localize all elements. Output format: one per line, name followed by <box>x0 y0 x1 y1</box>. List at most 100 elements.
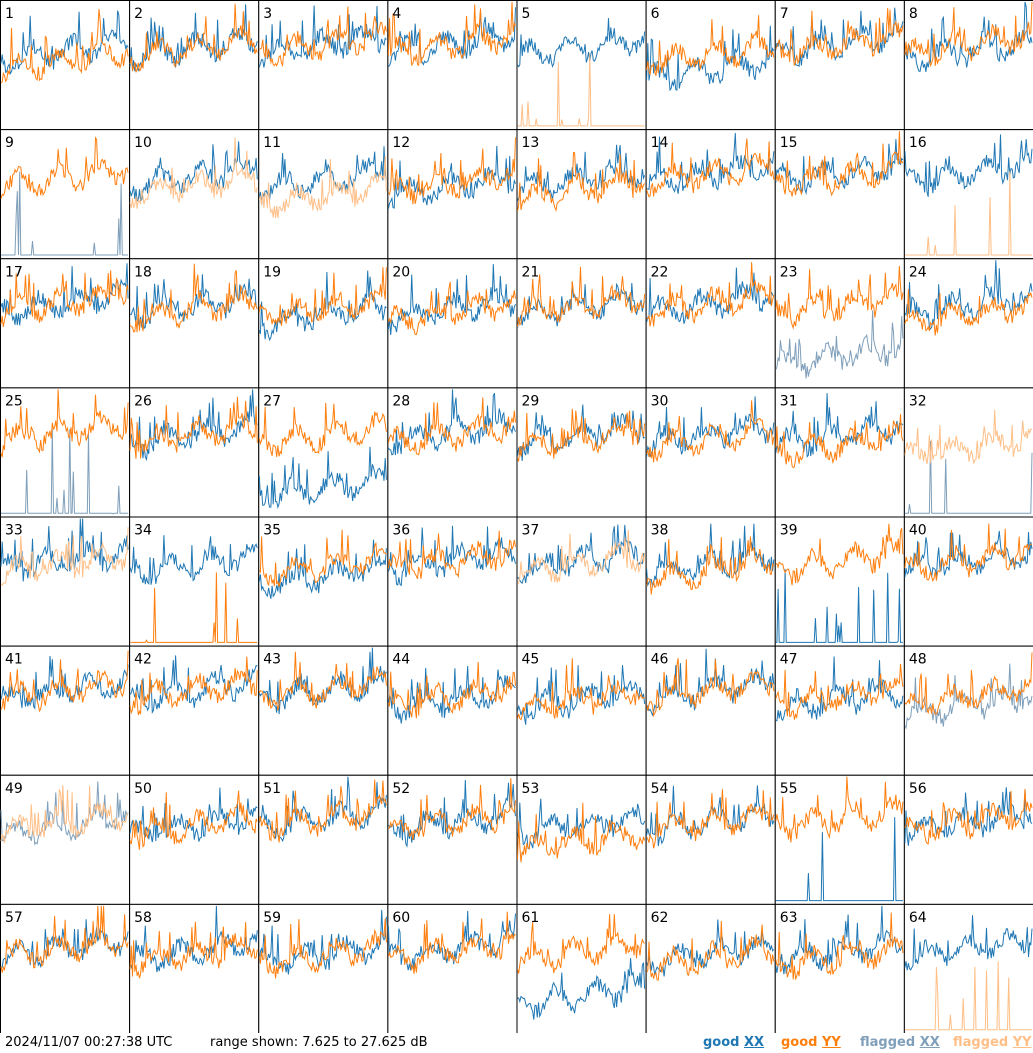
panel-frame <box>387 0 518 131</box>
panel-25: 25 <box>0 387 131 518</box>
panel-frame <box>516 258 647 389</box>
panel-number: 44 <box>392 652 410 668</box>
series-yy <box>775 776 904 843</box>
panel-20: 20 <box>387 258 518 389</box>
panel-number: 40 <box>909 523 927 539</box>
series-yy <box>0 905 129 973</box>
series-yy <box>0 270 129 327</box>
panel-number: 50 <box>134 781 152 797</box>
series-yy <box>517 408 646 462</box>
panel-55: 55 <box>774 774 905 905</box>
series-xx <box>517 18 646 68</box>
panel-number: 35 <box>263 523 281 539</box>
panel-number: 54 <box>651 781 669 797</box>
panel-17: 17 <box>0 258 131 389</box>
panel-36: 36 <box>387 516 518 647</box>
panel-32: 32 <box>903 387 1033 518</box>
series-yy <box>775 131 904 197</box>
series-xx <box>775 817 903 902</box>
panel-frame <box>516 387 647 518</box>
series-xx <box>258 146 387 206</box>
legend-flagged-xx-label: flagged <box>860 1035 916 1050</box>
panel-4: 4 <box>387 0 518 131</box>
panel-frame <box>516 903 647 1033</box>
series-yy <box>646 138 775 198</box>
series-yy <box>388 778 516 841</box>
panel-number: 3 <box>263 6 272 22</box>
panel-number: 18 <box>134 264 152 280</box>
series-yy <box>387 911 516 974</box>
panel-number: 10 <box>134 135 152 151</box>
series-xx <box>646 919 775 977</box>
series-yy <box>646 262 775 327</box>
series-xx <box>258 909 387 975</box>
panel-37: 37 <box>516 516 647 647</box>
panel-frame <box>774 645 905 776</box>
panel-number: 39 <box>780 523 798 539</box>
series-yy <box>258 402 387 457</box>
series-yy <box>387 530 516 579</box>
panel-22: 22 <box>645 258 776 389</box>
panel-52: 52 <box>387 774 518 905</box>
panel-number: 48 <box>909 652 927 668</box>
panel-number: 9 <box>5 135 14 151</box>
panel-23: 23 <box>774 258 905 389</box>
panel-13: 13 <box>516 129 647 260</box>
panel-number: 26 <box>134 393 152 409</box>
series-yy <box>775 523 904 586</box>
series-yy <box>775 7 904 66</box>
panel-number: 32 <box>909 393 927 409</box>
panel-49: 49 <box>0 774 131 905</box>
series-yy <box>0 389 129 458</box>
panel-frame <box>645 129 776 260</box>
series-xx <box>517 281 646 329</box>
series-yy <box>387 281 516 336</box>
series-xx <box>517 798 646 850</box>
panel-number: 63 <box>780 910 798 926</box>
panel-number: 58 <box>134 910 152 926</box>
panel-frame <box>0 516 131 647</box>
series-yy <box>0 527 129 586</box>
panel-frame <box>903 129 1033 260</box>
panel-number: 19 <box>263 264 281 280</box>
legend-flagged-xx-pol: XX <box>919 1035 940 1050</box>
panel-34: 34 <box>129 516 260 647</box>
legend-flagged-xx: flagged XX <box>860 1035 940 1051</box>
series-xx <box>129 787 258 843</box>
series-xx <box>1 171 129 256</box>
series-yy <box>517 151 646 212</box>
series-yy <box>517 53 645 127</box>
range-label: range shown: 7.625 to 27.625 dB <box>210 1035 428 1050</box>
series-xx <box>646 132 775 194</box>
series-xx <box>517 665 646 725</box>
panel-59: 59 <box>258 903 389 1033</box>
series-xx <box>0 263 129 326</box>
panel-frame <box>645 0 776 131</box>
legend-good-yy: good YY <box>781 1035 841 1051</box>
panel-15: 15 <box>774 129 905 260</box>
panel-number: 56 <box>909 781 927 797</box>
panel-45: 45 <box>516 645 647 776</box>
series-xx <box>517 958 646 1020</box>
panel-41: 41 <box>0 645 131 776</box>
panel-number: 8 <box>909 6 918 22</box>
series-xx <box>904 530 1033 578</box>
series-yy <box>129 790 258 850</box>
panel-frame <box>129 129 260 260</box>
panel-number: 37 <box>522 523 540 539</box>
panel-28: 28 <box>387 387 518 518</box>
panel-number: 11 <box>263 135 281 151</box>
panel-number: 49 <box>5 781 23 797</box>
series-yy <box>517 914 645 974</box>
panel-2: 2 <box>129 0 260 131</box>
panel-number: 30 <box>651 393 669 409</box>
panel-number: 46 <box>651 652 669 668</box>
panel-26: 26 <box>129 387 260 518</box>
series-xx <box>387 389 516 456</box>
timestamp-label: 2024/11/07 00:27:38 UTC <box>5 1035 173 1050</box>
panel-10: 10 <box>129 129 260 260</box>
panel-frame <box>516 129 647 260</box>
series-xx <box>904 1 1033 73</box>
panel-frame <box>0 645 131 776</box>
